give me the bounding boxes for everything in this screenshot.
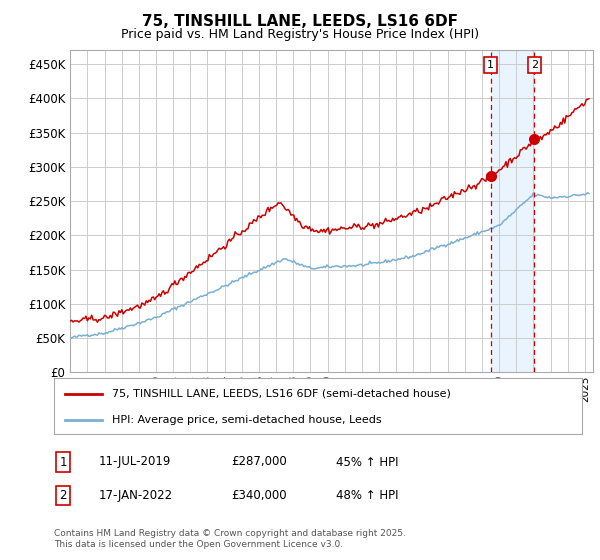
Text: 1: 1 (487, 60, 494, 70)
Text: 75, TINSHILL LANE, LEEDS, LS16 6DF (semi-detached house): 75, TINSHILL LANE, LEEDS, LS16 6DF (semi… (112, 389, 451, 399)
Text: 45% ↑ HPI: 45% ↑ HPI (336, 455, 398, 469)
Text: HPI: Average price, semi-detached house, Leeds: HPI: Average price, semi-detached house,… (112, 415, 382, 425)
Text: 75, TINSHILL LANE, LEEDS, LS16 6DF: 75, TINSHILL LANE, LEEDS, LS16 6DF (142, 14, 458, 29)
Text: 2: 2 (530, 60, 538, 70)
Text: 17-JAN-2022: 17-JAN-2022 (99, 489, 173, 502)
Text: 2: 2 (59, 489, 67, 502)
Text: £340,000: £340,000 (231, 489, 287, 502)
Text: 48% ↑ HPI: 48% ↑ HPI (336, 489, 398, 502)
Text: Price paid vs. HM Land Registry's House Price Index (HPI): Price paid vs. HM Land Registry's House … (121, 28, 479, 41)
Text: 1: 1 (59, 455, 67, 469)
Text: Contains HM Land Registry data © Crown copyright and database right 2025.
This d: Contains HM Land Registry data © Crown c… (54, 529, 406, 549)
Text: £287,000: £287,000 (231, 455, 287, 469)
Bar (491, 50, 534, 372)
Text: 11-JUL-2019: 11-JUL-2019 (99, 455, 172, 469)
